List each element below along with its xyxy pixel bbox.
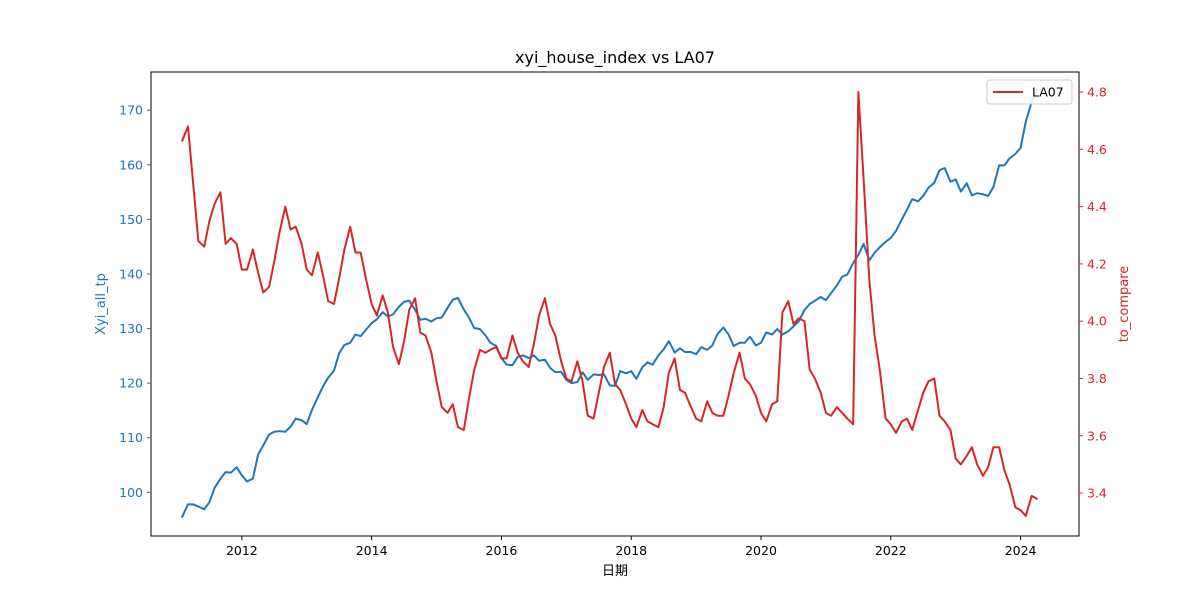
y-axis-left-label: Xyi_all_tp xyxy=(94,273,109,335)
y-left-tick-label: 120 xyxy=(119,376,143,391)
chart-title: xyi_house_index vs LA07 xyxy=(515,48,715,68)
x-tick-label: 2022 xyxy=(875,543,907,558)
plot-frame xyxy=(150,71,1080,537)
legend: LA07 xyxy=(986,79,1073,105)
y-left-tick-label: 130 xyxy=(119,321,143,336)
y-left-tick-label: 110 xyxy=(119,430,143,445)
y-right-tick-label: 3.6 xyxy=(1087,428,1107,443)
x-tick-label: 2014 xyxy=(356,543,388,558)
y-left-tick-label: 150 xyxy=(119,212,143,227)
x-tick-label: 2024 xyxy=(1005,543,1037,558)
y-left-tick-label: 140 xyxy=(119,266,143,281)
axes: 2012 2014 2016 2018 2020 2022 2024 100 110 120 130… xyxy=(119,85,1107,558)
x-tick-label: 2016 xyxy=(486,543,518,558)
x-tick-label: 2018 xyxy=(615,543,647,558)
series-line-la07 xyxy=(181,91,1038,517)
x-tick-label: 2012 xyxy=(226,543,258,558)
y-right-tick-label: 4.8 xyxy=(1087,85,1107,100)
y-right-tick-label: 4.0 xyxy=(1087,314,1107,329)
y-right-tick-label: 3.4 xyxy=(1087,486,1107,501)
y-right-tick-label: 4.2 xyxy=(1087,256,1107,271)
legend-label-la07: LA07 xyxy=(1032,85,1064,100)
y-left-tick-label: 170 xyxy=(119,103,143,118)
plot-area xyxy=(181,88,1038,518)
y-right-tick-label: 3.8 xyxy=(1087,371,1107,386)
x-axis-label: 日期 xyxy=(602,564,628,579)
y-right-tick-label: 4.6 xyxy=(1087,142,1107,157)
y-left-tick-label: 100 xyxy=(119,485,143,500)
x-tick-label: 2020 xyxy=(745,543,777,558)
y-left-tick-label: 160 xyxy=(119,157,143,172)
y-axis-right-label: to_compare xyxy=(1117,266,1132,343)
series-line-xyi-all-tp xyxy=(181,88,1038,518)
legend-box xyxy=(986,79,1073,105)
y-right-tick-label: 4.4 xyxy=(1087,199,1107,214)
